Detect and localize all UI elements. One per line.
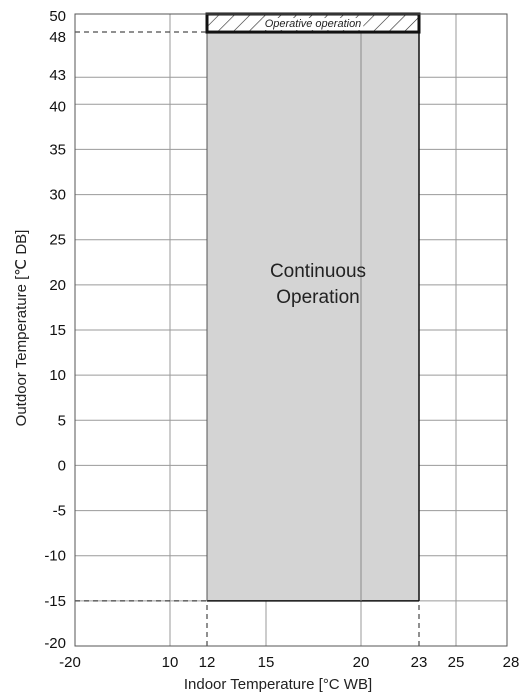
y-tick-label: 48 (49, 29, 66, 46)
plot-frame (74, 13, 508, 647)
y-axis-title: Outdoor Temperature [℃ DB] (13, 230, 30, 427)
x-tick-label: 28 (503, 654, 520, 671)
y-tick-label: 40 (49, 98, 66, 115)
y-tick-label: 35 (49, 141, 66, 158)
x-tick-label: 12 (199, 654, 216, 671)
continuous-operation-region (207, 32, 419, 601)
regions: Continuous Operation Operative operation (205, 12, 421, 602)
x-tick-label: 20 (353, 654, 370, 671)
x-tick-label: 15 (258, 654, 275, 671)
y-tick-label: -20 (44, 635, 66, 652)
y-tick-label: 0 (58, 457, 66, 474)
y-tick-label: 10 (49, 367, 66, 384)
x-tick-label: 10 (162, 654, 179, 671)
x-tick-label: -20 (59, 654, 81, 671)
y-tick-label: 30 (49, 187, 66, 204)
y-tick-label: -10 (44, 548, 66, 565)
x-axis-title: Indoor Temperature [°C WB] (184, 676, 372, 693)
y-tick-label: -5 (53, 503, 66, 520)
guide-lines (75, 31, 420, 646)
x-tick-label: 25 (448, 654, 465, 671)
y-tick-label: 15 (49, 322, 66, 339)
x-tick-labels: -20 10 12 15 20 23 25 28 (59, 654, 519, 671)
y-tick-label: 50 (49, 8, 66, 25)
operative-band-label: Operative operation (265, 18, 362, 30)
y-tick-label: 43 (49, 67, 66, 84)
y-tick-label: -15 (44, 593, 66, 610)
continuous-operation-label-line: Operation (276, 287, 359, 308)
continuous-operation-label-line: Continuous (270, 261, 366, 282)
operative-band-label-halo (262, 18, 364, 31)
y-tick-label: 5 (58, 412, 66, 429)
y-tick-label: 25 (49, 232, 66, 249)
y-tick-label: 20 (49, 277, 66, 294)
x-tick-label: 23 (411, 654, 428, 671)
